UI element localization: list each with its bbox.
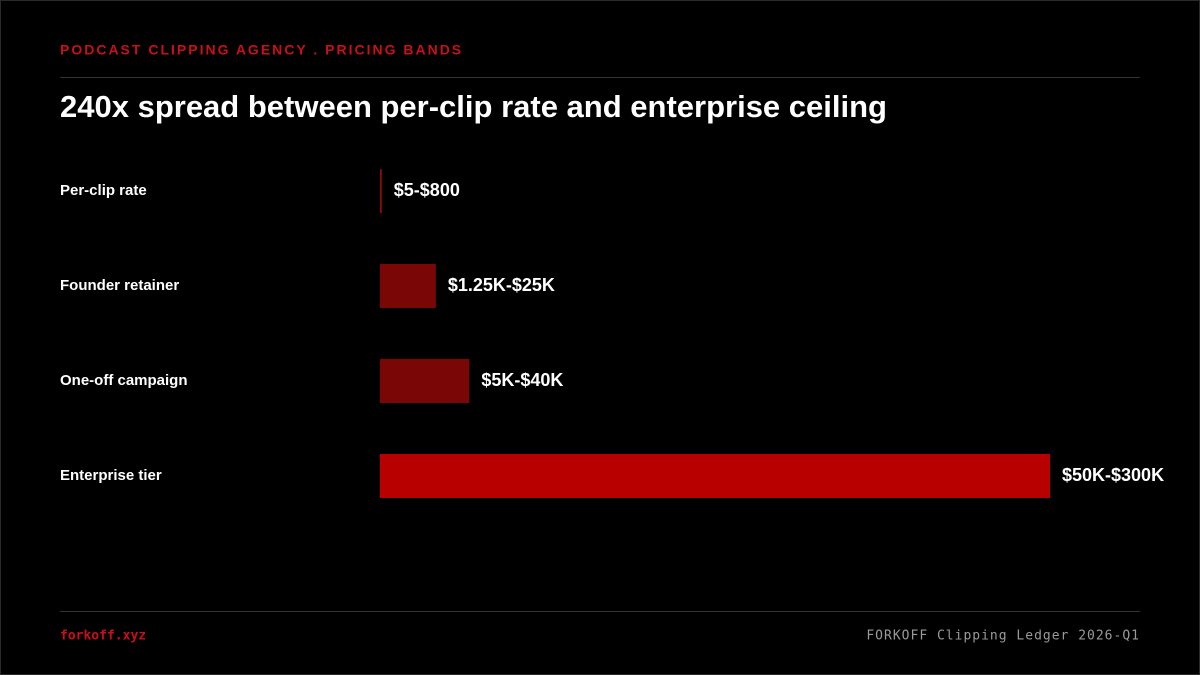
- bar: [380, 264, 436, 308]
- category-label: Per-clip rate: [60, 182, 147, 199]
- footer-brand: forkoff.xyz: [60, 629, 146, 644]
- category-label: One-off campaign: [60, 372, 188, 389]
- bar: [380, 359, 470, 403]
- category-label: Founder retainer: [60, 277, 179, 294]
- value-label: $5-$800: [394, 180, 460, 200]
- chart-title: 240x spread between per-clip rate and en…: [60, 89, 887, 124]
- value-label: $5K-$40K: [481, 370, 563, 390]
- category-label: Enterprise tier: [60, 467, 162, 484]
- value-label: $1.25K-$25K: [448, 275, 555, 295]
- footer-source: FORKOFF Clipping Ledger 2026-Q1: [866, 629, 1140, 644]
- bar: [380, 454, 1050, 498]
- eyebrow: PODCAST CLIPPING AGENCY . PRICING BANDS: [60, 42, 463, 58]
- bar: [380, 169, 382, 213]
- value-label: $50K-$300K: [1062, 465, 1164, 485]
